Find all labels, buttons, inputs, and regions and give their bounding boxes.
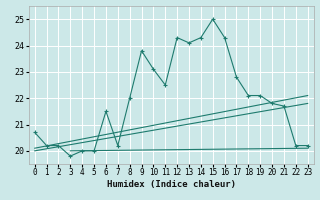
X-axis label: Humidex (Indice chaleur): Humidex (Indice chaleur) (107, 180, 236, 189)
